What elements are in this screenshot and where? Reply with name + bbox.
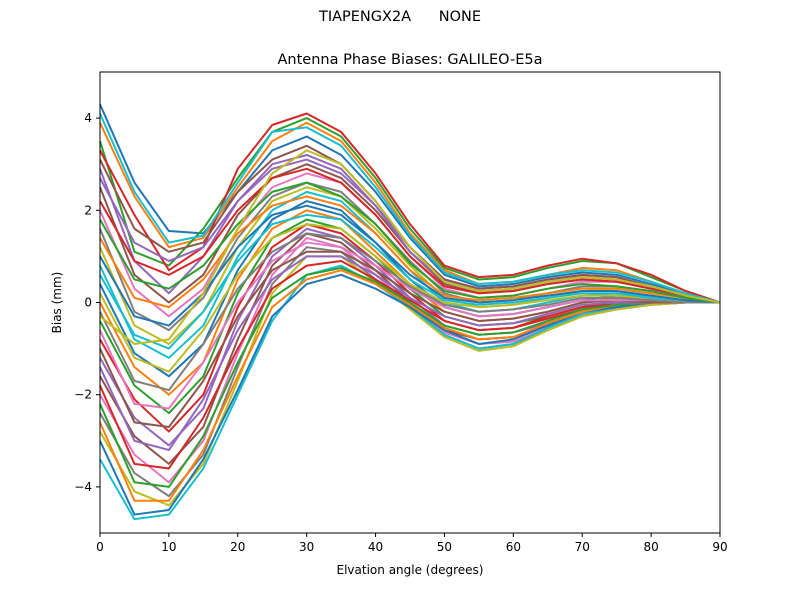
y-tick-label: −4 bbox=[74, 480, 92, 494]
series-line-37 bbox=[99, 113, 721, 304]
x-tick-label: 50 bbox=[437, 540, 452, 554]
chart-title: Antenna Phase Biases: GALILEO-E5a bbox=[278, 52, 543, 68]
y-axis-ticks: −4 −2 0 2 4 bbox=[74, 111, 100, 494]
series-line-2 bbox=[99, 121, 721, 304]
series-line-30 bbox=[99, 213, 721, 350]
x-tick-label: 40 bbox=[368, 540, 383, 554]
x-axis-ticks: 0 10 20 30 40 50 60 70 80 90 bbox=[96, 533, 728, 554]
series-line-32 bbox=[99, 195, 721, 309]
y-tick-label: −2 bbox=[74, 388, 92, 402]
series-line-25 bbox=[99, 255, 720, 452]
series-line-38 bbox=[99, 149, 721, 345]
x-tick-label: 30 bbox=[299, 540, 314, 554]
y-tick-label: 4 bbox=[84, 111, 92, 125]
x-axis-label: Elvation angle (degrees) bbox=[337, 563, 484, 577]
x-tick-label: 20 bbox=[230, 540, 245, 554]
series-line-29 bbox=[99, 223, 721, 373]
x-tick-label: 0 bbox=[96, 540, 104, 554]
series-layer bbox=[99, 103, 721, 521]
x-tick-label: 80 bbox=[643, 540, 658, 554]
x-tick-label: 60 bbox=[506, 540, 521, 554]
x-tick-label: 90 bbox=[712, 540, 727, 554]
series-line-33 bbox=[99, 181, 721, 304]
series-line-34 bbox=[99, 167, 721, 304]
y-tick-label: 2 bbox=[84, 203, 92, 217]
y-tick-label: 0 bbox=[84, 296, 92, 310]
series-line-9 bbox=[99, 186, 721, 345]
series-line-1 bbox=[99, 103, 721, 304]
series-line-21 bbox=[99, 273, 720, 516]
figure-suptitle: TIAPENGX2A NONE bbox=[318, 9, 482, 25]
series-line-23 bbox=[99, 266, 720, 488]
series-line-28 bbox=[99, 232, 720, 392]
series-line-19 bbox=[99, 255, 720, 507]
series-line-27 bbox=[99, 241, 720, 410]
plot-frame bbox=[99, 71, 721, 534]
y-axis-label: Bias (mm) bbox=[50, 272, 64, 334]
x-tick-label: 10 bbox=[161, 540, 176, 554]
x-tick-label: 70 bbox=[575, 540, 590, 554]
